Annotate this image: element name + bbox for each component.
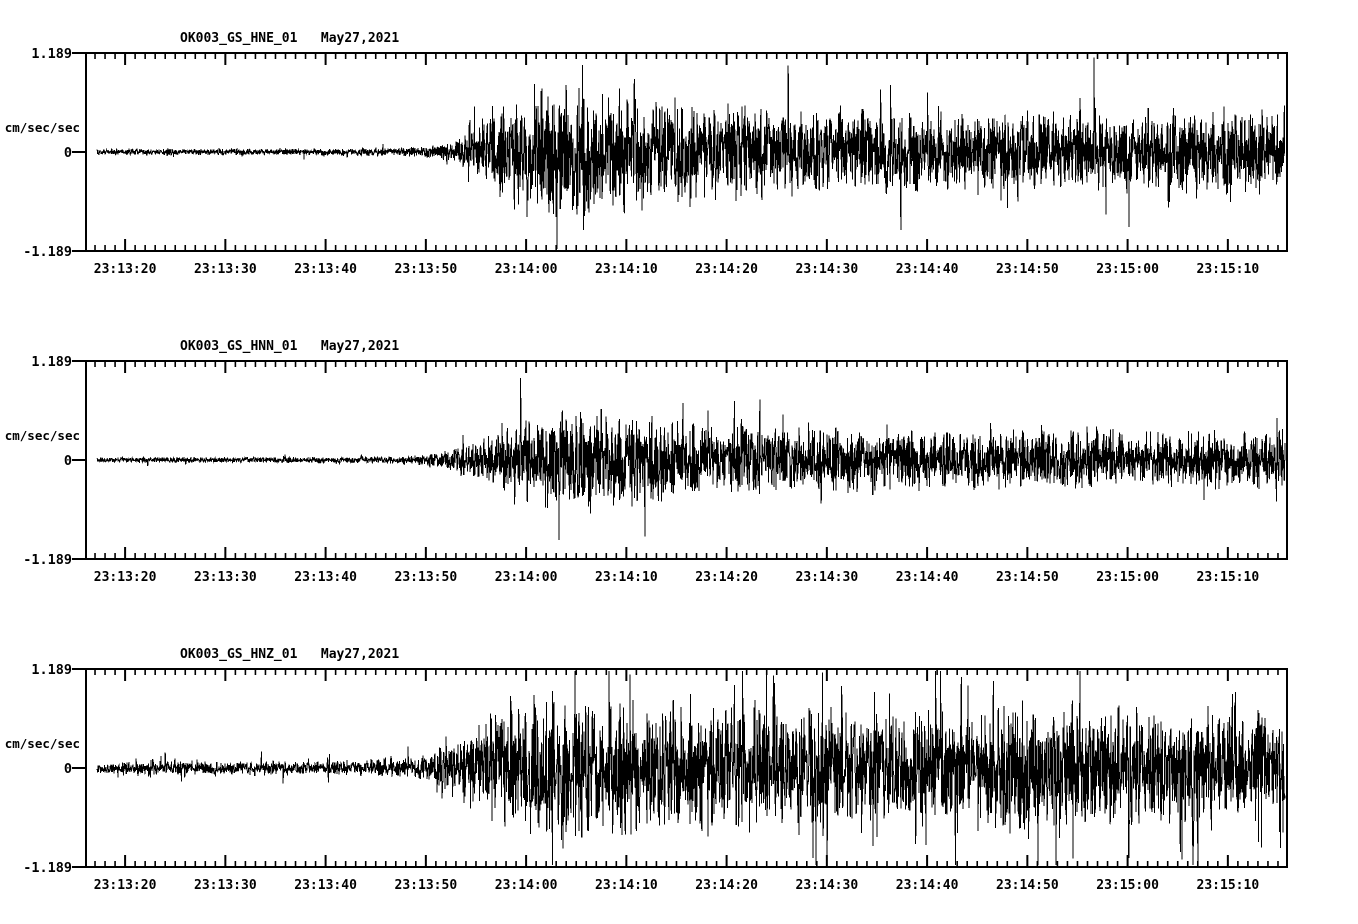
seismogram-panel-hne: OK003_GS_HNE_01 May27,2021 1.189 cm/sec/… bbox=[0, 0, 1358, 308]
x-axis-tick-labels-hnn: 23:13:20 23:13:30 23:13:40 23:13:50 23:14:00… bbox=[0, 570, 1358, 590]
x-axis-tick-label: 23:14:20 bbox=[695, 262, 758, 277]
x-axis-tick-label: 23:15:10 bbox=[1196, 262, 1260, 277]
x-axis-tick-label: 23:13:30 bbox=[194, 570, 257, 585]
plot-frame-hnn bbox=[85, 360, 1288, 560]
y-tick-stub-zero-hnz bbox=[72, 767, 86, 769]
waveform-trace-hnz bbox=[96, 670, 1286, 866]
x-axis-tick-label: 23:15:00 bbox=[1096, 570, 1159, 585]
x-axis-tick-label: 23:13:40 bbox=[294, 878, 357, 893]
y-axis-unit-label-hne: cm/sec/sec bbox=[4, 120, 80, 135]
x-axis-tick-label: 23:14:10 bbox=[595, 570, 658, 585]
x-axis-tick-label: 23:13:30 bbox=[194, 262, 257, 277]
x-axis-tick-label: 23:14:20 bbox=[695, 878, 758, 893]
x-axis-tick-label: 23:15:00 bbox=[1096, 262, 1159, 277]
y-axis-top-label-hnn: 1.189 bbox=[31, 354, 72, 370]
x-axis-tick-label: 23:13:40 bbox=[294, 262, 357, 277]
panel-title-hnz: OK003_GS_HNZ_01 May27,2021 bbox=[180, 647, 400, 662]
y-tick-stub-bottom-hnz bbox=[72, 866, 86, 868]
x-axis-tick-labels-hne: 23:13:20 23:13:30 23:13:40 23:13:50 23:14:00… bbox=[0, 262, 1358, 282]
x-axis-tick-label: 23:14:40 bbox=[895, 570, 959, 585]
y-axis-bottom-label-hnn: -1.189 bbox=[23, 552, 72, 568]
waveform-trace-hne bbox=[96, 57, 1286, 250]
y-axis-bottom-label-hnz: -1.189 bbox=[23, 860, 72, 876]
panel-title-hne: OK003_GS_HNE_01 May27,2021 bbox=[180, 31, 400, 46]
plot-frame-hne bbox=[85, 52, 1288, 252]
y-axis-top-label-hne: 1.189 bbox=[31, 46, 72, 62]
x-axis-tick-label: 23:14:50 bbox=[996, 570, 1059, 585]
y-tick-stub-zero-hnn bbox=[72, 459, 86, 461]
y-axis-top-label-hnz: 1.189 bbox=[31, 662, 72, 678]
y-axis-zero-label-hnz: 0 bbox=[63, 761, 72, 777]
x-axis-tick-label: 23:13:50 bbox=[394, 570, 458, 585]
x-axis-tick-label: 23:13:30 bbox=[194, 878, 257, 893]
x-axis-tick-label: 23:13:20 bbox=[93, 570, 157, 585]
seismogram-panel-hnz: OK003_GS_HNZ_01 May27,2021 1.189 cm/sec/… bbox=[0, 616, 1358, 924]
y-tick-stub-bottom-hnn bbox=[72, 558, 86, 560]
y-tick-stub-zero-hne bbox=[72, 151, 86, 153]
y-axis-zero-label-hne: 0 bbox=[63, 145, 72, 161]
x-axis-tick-label: 23:15:10 bbox=[1196, 878, 1260, 893]
x-axis-tick-label: 23:13:40 bbox=[294, 570, 357, 585]
y-tick-stub-top-hne bbox=[72, 52, 86, 54]
seismogram-panel-hnn: OK003_GS_HNN_01 May27,2021 1.189 cm/sec/… bbox=[0, 308, 1358, 616]
x-axis-tick-label: 23:14:40 bbox=[895, 262, 959, 277]
x-axis-tick-label: 23:14:30 bbox=[795, 262, 859, 277]
y-axis-unit-label-hnz: cm/sec/sec bbox=[4, 736, 80, 751]
x-axis-tick-label: 23:14:00 bbox=[494, 262, 558, 277]
x-axis-tick-label: 23:14:30 bbox=[795, 878, 859, 893]
x-axis-tick-label: 23:13:20 bbox=[93, 878, 157, 893]
plot-frame-hnz bbox=[85, 668, 1288, 868]
y-tick-stub-bottom-hne bbox=[72, 250, 86, 252]
y-tick-stub-top-hnz bbox=[72, 668, 86, 670]
y-tick-stub-top-hnn bbox=[72, 360, 86, 362]
x-axis-tick-label: 23:14:50 bbox=[996, 878, 1059, 893]
y-axis-unit-label-hnn: cm/sec/sec bbox=[4, 428, 80, 443]
x-axis-tick-label: 23:13:20 bbox=[93, 262, 157, 277]
x-axis-tick-label: 23:14:00 bbox=[494, 570, 558, 585]
waveform-trace-hnn bbox=[96, 378, 1286, 541]
x-axis-tick-label: 23:13:50 bbox=[394, 262, 458, 277]
x-axis-tick-label: 23:15:10 bbox=[1196, 570, 1260, 585]
x-axis-tick-label: 23:15:00 bbox=[1096, 878, 1159, 893]
y-axis-bottom-label-hne: -1.189 bbox=[23, 244, 72, 260]
panel-title-hnn: OK003_GS_HNN_01 May27,2021 bbox=[180, 339, 400, 354]
x-axis-tick-label: 23:14:20 bbox=[695, 570, 758, 585]
x-axis-tick-label: 23:14:30 bbox=[795, 570, 859, 585]
x-axis-tick-label: 23:14:10 bbox=[595, 262, 658, 277]
x-axis-tick-label: 23:14:10 bbox=[595, 878, 658, 893]
y-axis-zero-label-hnn: 0 bbox=[63, 453, 72, 469]
x-axis-tick-label: 23:14:50 bbox=[996, 262, 1059, 277]
x-axis-tick-label: 23:14:40 bbox=[895, 878, 959, 893]
x-axis-tick-labels-hnz: 23:13:20 23:13:30 23:13:40 23:13:50 23:14:00… bbox=[0, 878, 1358, 898]
x-axis-tick-label: 23:14:00 bbox=[494, 878, 558, 893]
x-axis-tick-label: 23:13:50 bbox=[394, 878, 458, 893]
